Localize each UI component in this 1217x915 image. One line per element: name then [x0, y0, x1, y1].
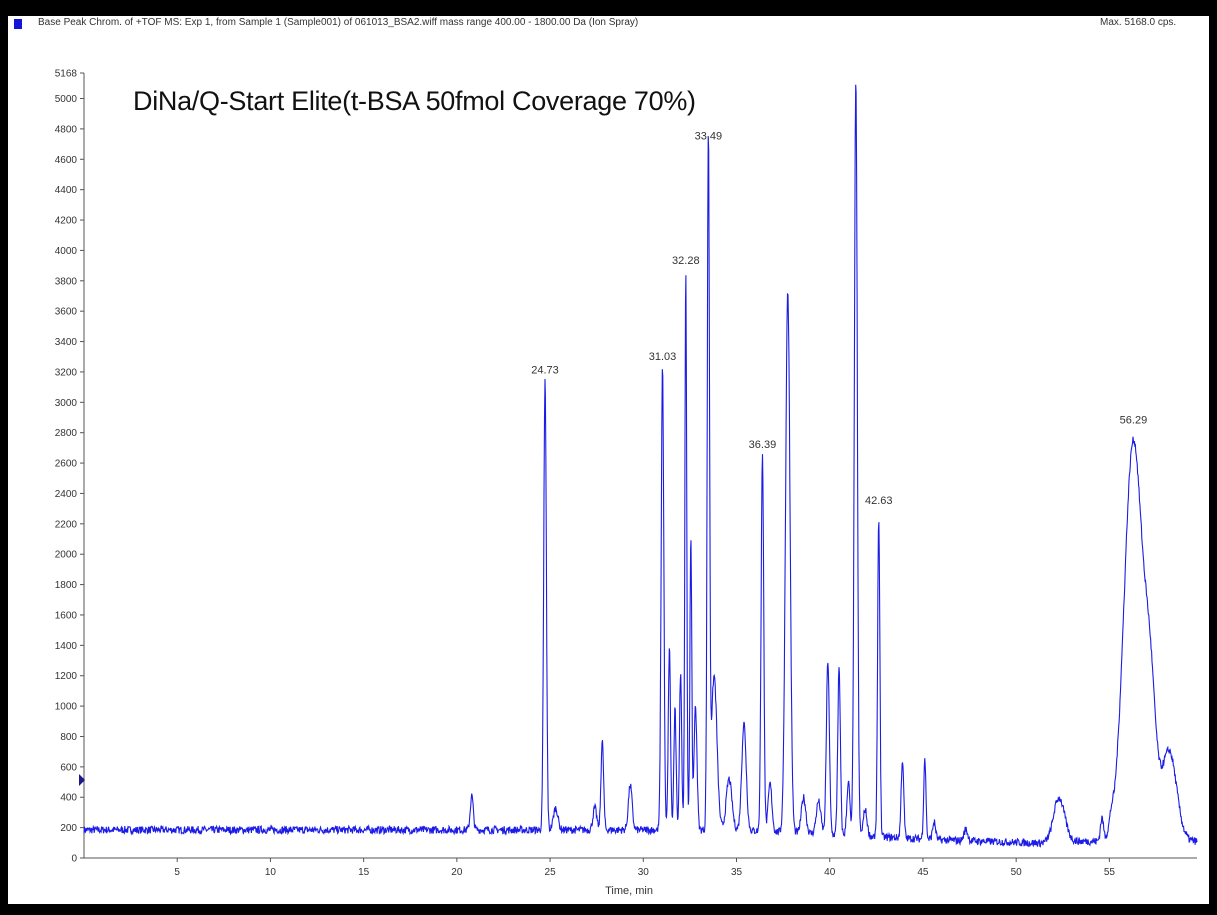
y-tick-label: 2400	[55, 489, 78, 500]
x-tick-label: 15	[358, 867, 370, 878]
x-axis-label: Time, min	[605, 885, 653, 897]
y-tick-label: 2800	[55, 428, 78, 439]
y-tick-label: 200	[60, 823, 77, 834]
y-tick-label: 1600	[55, 610, 78, 621]
peak-label: 31.03	[649, 351, 677, 363]
chart-title: DiNa/Q-Start Elite(t-BSA 50fmol Coverage…	[133, 86, 696, 116]
x-tick-label: 45	[917, 867, 929, 878]
x-tick-label: 10	[265, 867, 277, 878]
y-tick-label: 3000	[55, 398, 78, 409]
y-tick-label: 1200	[55, 671, 78, 682]
peak-label: 32.28	[672, 255, 700, 267]
x-tick-label: 35	[731, 867, 743, 878]
y-tick-label: 4200	[55, 216, 78, 227]
peak-label: 42.63	[865, 495, 893, 507]
y-tick-label: 5168	[55, 69, 78, 80]
y-tick-label: 3600	[55, 307, 78, 318]
y-tick-label: 4800	[55, 124, 78, 135]
max-intensity-label: Max. 5168.0 cps.	[1100, 17, 1177, 28]
x-tick-label: 25	[545, 867, 557, 878]
y-tick-label: 4400	[55, 185, 78, 196]
y-tick-label: 3400	[55, 337, 78, 348]
plot-panel	[8, 16, 1209, 904]
peak-labels: 24.73 31.03 32.28 33.49 36.39 42.63 56.29	[531, 131, 1147, 508]
x-tick-label: 5	[174, 867, 180, 878]
y-tick-label: 1400	[55, 641, 78, 652]
tick-labels: 0 200 400 600 800 1000 1200 1400 1600 1800 2000 220…	[55, 69, 1116, 879]
axes	[83, 73, 1197, 859]
y-tick-label: 1000	[55, 702, 78, 713]
peak-label: 33.49	[695, 131, 723, 143]
x-tick-label: 40	[824, 867, 836, 878]
trace-color-marker[interactable]	[14, 19, 22, 29]
x-tick-label: 50	[1011, 867, 1023, 878]
y-offset-marker[interactable]	[79, 774, 85, 786]
y-tick-label: 400	[60, 793, 77, 804]
y-tick-label: 3200	[55, 367, 78, 378]
x-tick-label: 55	[1104, 867, 1116, 878]
y-tick-label: 0	[71, 854, 77, 865]
chromatogram-header-title: Base Peak Chrom. of +TOF MS: Exp 1, from…	[38, 17, 639, 28]
y-tick-label: 3800	[55, 276, 78, 287]
y-tick-label: 800	[60, 732, 77, 743]
x-tick-label: 20	[451, 867, 463, 878]
y-tick-label: 2000	[55, 550, 78, 561]
y-tick-label: 1800	[55, 580, 78, 591]
x-tick-label: 30	[638, 867, 650, 878]
y-tick-label: 4600	[55, 155, 78, 166]
y-tick-label: 5000	[55, 94, 78, 105]
peak-label: 24.73	[531, 365, 559, 377]
peak-label: 36.39	[749, 439, 777, 451]
peak-label: 56.29	[1120, 415, 1148, 427]
y-tick-label: 2600	[55, 459, 78, 470]
y-tick-label: 4000	[55, 246, 78, 257]
y-tick-label: 600	[60, 762, 77, 773]
base-peak-trace	[83, 84, 1198, 848]
y-tick-label: 2200	[55, 519, 78, 530]
